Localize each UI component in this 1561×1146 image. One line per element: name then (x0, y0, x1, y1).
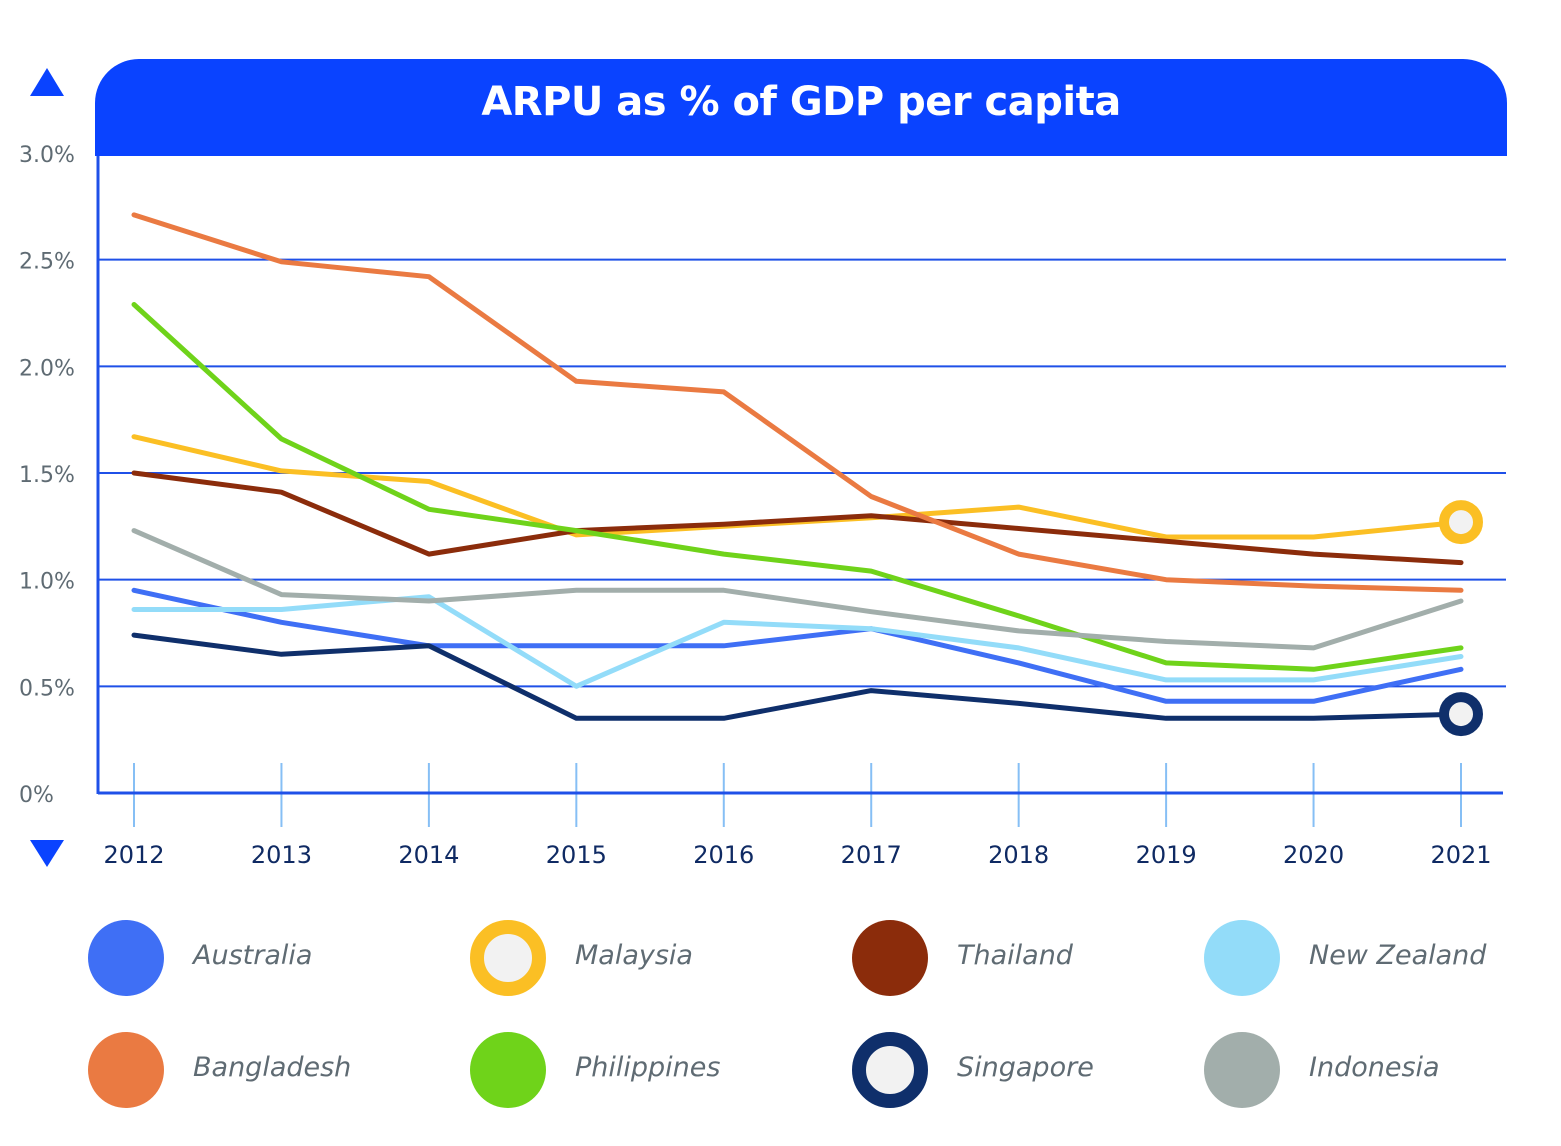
y-tick-label: 0.5% (19, 676, 75, 701)
series-line-thailand (131, 470, 1464, 566)
legend-label: Thailand (957, 940, 1073, 971)
legend-label: Bangladesh (193, 1052, 352, 1083)
legend-swatch (852, 1032, 928, 1108)
x-tick-label: 2021 (1430, 841, 1491, 869)
legend-item: Malaysia (470, 920, 830, 1000)
series-line-indonesia (131, 528, 1464, 651)
legend-item: Bangladesh (88, 1032, 448, 1112)
legend-swatch (88, 920, 164, 996)
series-line-new-zealand (131, 594, 1464, 689)
x-tick-label: 2018 (988, 841, 1049, 869)
y-tick-label: 1.5% (19, 463, 75, 488)
legend-item: Thailand (852, 920, 1212, 1000)
legend-swatch (1204, 920, 1280, 996)
legend-item: Australia (88, 920, 448, 1000)
legend-label: New Zealand (1309, 940, 1487, 971)
x-tick-label: 2014 (398, 841, 459, 869)
x-tick-label: 2020 (1283, 841, 1344, 869)
legend-label: Indonesia (1309, 1052, 1440, 1083)
x-tick-label: 2013 (251, 841, 312, 869)
chart-title-bar: ARPU as % of GDP per capita (95, 59, 1507, 156)
y-tick-label: 0% (19, 783, 54, 808)
x-tick-label: 2017 (841, 841, 902, 869)
y-tick-label: 2.5% (19, 250, 75, 275)
legend-label: Philippines (575, 1052, 721, 1083)
chart-title: ARPU as % of GDP per capita (481, 79, 1121, 125)
x-tick-label: 2016 (693, 841, 754, 869)
x-tick-label: 2012 (103, 841, 164, 869)
series-line-philippines (131, 302, 1464, 672)
series-end-marker-malaysia (1439, 500, 1483, 545)
legend-item: Indonesia (1204, 1032, 1561, 1112)
x-tick-label: 2015 (546, 841, 607, 869)
series-line-singapore (131, 632, 1464, 721)
y-tick-label: 3.0% (19, 143, 75, 168)
legend-swatch (470, 1032, 546, 1108)
legend-label: Malaysia (575, 940, 693, 971)
legend-item: Philippines (470, 1032, 830, 1112)
y-tick-label: 2.0% (19, 356, 75, 381)
x-tick-label: 2019 (1136, 841, 1197, 869)
legend-swatch (1204, 1032, 1280, 1108)
triangle-down-icon (30, 840, 64, 867)
legend-swatch (470, 920, 546, 996)
legend-item: Singapore (852, 1032, 1212, 1112)
legend-label: Singapore (957, 1052, 1094, 1083)
series-line-australia (131, 587, 1464, 704)
series-end-marker-singapore (1439, 692, 1483, 737)
triangle-up-icon (30, 68, 64, 96)
legend-swatch (88, 1032, 164, 1108)
legend-swatch (852, 920, 928, 996)
series-line-bangladesh (131, 212, 1464, 593)
chart-legend: Australia Malaysia Thailand New Zealand Bang… (88, 920, 1528, 1120)
legend-label: Australia (193, 940, 313, 971)
legend-item: New Zealand (1204, 920, 1561, 1000)
y-tick-label: 1.0% (19, 570, 75, 595)
